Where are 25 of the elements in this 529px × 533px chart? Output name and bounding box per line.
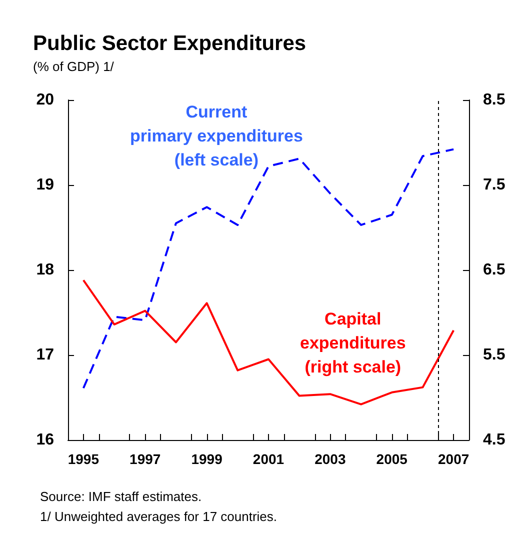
x-tick-label: 2003 <box>314 451 346 467</box>
y2-tick-label: 5.5 <box>483 346 506 364</box>
x-tick-label: 1999 <box>191 451 223 467</box>
text: 1/ Unweighted averages for 17 countries. <box>40 509 278 524</box>
x-tick-label: 1997 <box>130 451 161 467</box>
y2-tick-label: 6.5 <box>483 262 506 278</box>
source-note: Source: IMF staff estimates. <box>40 489 202 504</box>
x-tick-label: 2007 <box>438 451 470 467</box>
y-tick-label: 18 <box>36 262 54 278</box>
x-tick-label: 2005 <box>376 451 408 467</box>
y2-tick-label: 4.5 <box>483 432 506 448</box>
x-tick-label: 2001 <box>252 451 284 467</box>
y2-tick-label: 7.5 <box>483 176 506 194</box>
x-tick-label: 1995 <box>68 451 100 467</box>
series-label: Current primary expenditures (left scale) <box>130 102 303 170</box>
chart-title: Public Sector Expenditures <box>33 32 306 55</box>
y-tick-label: 20 <box>36 92 54 108</box>
line-series <box>82 279 455 406</box>
y-tick-label: 17 <box>36 346 54 364</box>
y2-tick-label: 8.5 <box>483 92 506 108</box>
chart-subtitle: (% of GDP) 1/ <box>33 59 114 74</box>
line-series <box>82 148 455 390</box>
y-tick-label: 16 <box>36 432 54 448</box>
series-label: Capital expenditures (right scale) <box>300 310 406 376</box>
y-tick-label: 19 <box>36 176 54 194</box>
